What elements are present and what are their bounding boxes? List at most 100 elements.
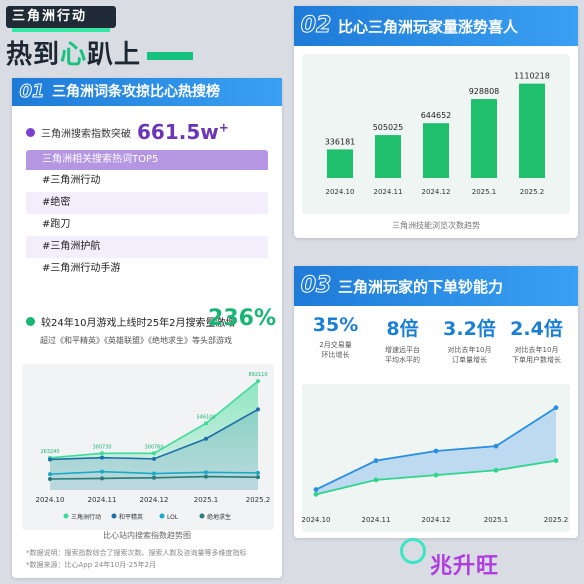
metric-desc: 对比去年10月 订单量增长 (447, 346, 492, 364)
section-2-panel: 02 比心三角洲玩家量涨势喜人 336181 2024.10 505025 2024.1… (294, 6, 578, 238)
brand-tag: 三角洲行动 (6, 6, 116, 32)
data-point (553, 458, 559, 464)
section-1-number: 01 (19, 81, 45, 103)
views-chart-caption: 三角洲技能浏览次数趋势 (392, 221, 480, 230)
data-point (373, 477, 379, 483)
x-tick-label: 2024.11 (374, 188, 403, 196)
data-point (48, 472, 52, 477)
section-3-panel: 03 三角洲玩家的下单钞能力 35% 2月交易量 环比增长 8倍 增速远平台 平均水平… (294, 266, 578, 538)
legend-label: 和平精英 (119, 513, 143, 521)
metric-card: 8倍 增速远平台 平均水平的 (369, 314, 436, 376)
data-point (48, 477, 52, 482)
x-tick-label: 2025.1 (484, 516, 509, 524)
bar-value-label: 928808 (469, 87, 500, 96)
data-point (553, 405, 559, 411)
x-tick-label: 2024.10 (302, 516, 330, 524)
data-point (433, 448, 439, 454)
bar (375, 135, 401, 178)
data-point (373, 458, 379, 464)
watermark-logo (400, 538, 426, 564)
title-accent: 心 (60, 40, 88, 70)
data-point (493, 443, 499, 449)
metric-desc: 对比去年10月 下单用户数增长 (512, 346, 561, 364)
data-label: 300730 (92, 444, 111, 450)
bar-value-label: 336181 (325, 137, 356, 146)
data-point (100, 476, 104, 481)
data-point (204, 421, 208, 426)
section-1-header: 01 三角洲词条攻掠比心热搜榜 (12, 78, 282, 106)
stat-sup: + (218, 120, 229, 135)
footnote-1: *数据说明：搜索指数综合了搜索次数、搜索人数及咨询量等多维度指标 (26, 549, 247, 557)
title-bar (147, 51, 194, 60)
title-pre: 热到 (6, 40, 61, 70)
orders-svg: 2024.10 2024.11 2024.12 2025.1 2025.2 (302, 405, 569, 524)
metric-card: 35% 2月交易量 环比增长 (302, 314, 369, 376)
legend-marker (159, 513, 165, 519)
bar (423, 123, 449, 178)
growth-percent: 236% (208, 306, 276, 331)
section-2-title: 比心三角洲玩家量涨势喜人 (338, 18, 519, 36)
metric-value: 8倍 (386, 318, 419, 340)
views-chart: 336181 2024.10 505025 2024.11 644652 2024.12 9… (302, 54, 570, 214)
x-tick-label: 2024.12 (422, 516, 451, 524)
data-point (433, 472, 439, 478)
metric-value: 35% (312, 314, 359, 336)
metric-desc: 2月交易量 环比增长 (319, 341, 352, 359)
stat-label: 三角洲搜索指数突破 (41, 128, 131, 140)
hot-word-item: #三角洲护航 (26, 236, 268, 258)
metric-value: 3.2倍 (443, 318, 496, 340)
hot-words-box: 三角洲相关搜索热词TOP5 #三角洲行动 #绝密 #跑刀 #三角洲护航 #三角洲… (26, 150, 268, 280)
data-label: 892110 (248, 372, 267, 378)
x-tick-label: 2025.2 (544, 516, 569, 524)
data-point (493, 467, 499, 473)
data-label: 263240 (40, 449, 59, 455)
metric-card: 3.2倍 对比去年10月 订单量增长 (436, 314, 503, 376)
search-index-stat: 三角洲搜索指数突破 661.5w+ (26, 120, 229, 144)
data-point (100, 469, 104, 474)
hot-word-item: #三角洲行动手游 (26, 258, 268, 280)
metrics-row: 35% 2月交易量 环比增长 8倍 增速远平台 平均水平的 3.2倍 对比去年10月… (302, 314, 570, 376)
data-point (313, 487, 319, 492)
page-title: 热到心趴上 (6, 34, 194, 71)
section-2-number: 02 (300, 13, 332, 39)
bar (519, 83, 545, 178)
data-label: 300760 (144, 444, 163, 450)
legend-marker (63, 513, 69, 519)
search-index-chart: 263240 300730 300760 546100 892110 2024.10 202… (22, 364, 274, 530)
data-point (256, 379, 260, 384)
bar (327, 149, 353, 178)
data-point (256, 475, 260, 480)
footnote-2: *数据来源：比心App 24年10月-25年2月 (26, 561, 157, 569)
data-point (313, 491, 319, 497)
bar-value-label: 644652 (421, 111, 452, 120)
x-tick-label: 2025.2 (246, 496, 271, 504)
section-2-header: 02 比心三角洲玩家量涨势喜人 (294, 6, 578, 46)
hot-words-list: #三角洲行动 #绝密 #跑刀 #三角洲护航 #三角洲行动手游 (26, 170, 268, 280)
metric-card: 2.4倍 对比去年10月 下单用户数增长 (503, 314, 570, 376)
stat-dot (26, 127, 35, 137)
section-3-number: 03 (300, 273, 332, 299)
legend-label: LOL (167, 514, 179, 521)
x-tick-label: 2025.1 (472, 188, 497, 196)
watermark-text: 兆升旺 (430, 554, 500, 579)
legend-label: 绝地求生 (207, 513, 231, 521)
data-point (204, 470, 208, 475)
brand-underline (12, 28, 110, 32)
data-point (152, 475, 156, 480)
growth-stat: 较24年10月游戏上线时25年2月搜索量激增 236% 超过《和平精英》《英雄联… (26, 306, 276, 346)
x-tick-label: 2024.12 (140, 496, 169, 504)
data-point (100, 451, 104, 456)
metric-desc: 增速远平台 平均水平的 (385, 346, 420, 364)
orders-chart: 2024.10 2024.11 2024.12 2025.1 2025.2 (302, 384, 570, 532)
data-point (152, 456, 156, 461)
section-1-title: 三角洲词条攻掠比心热搜榜 (52, 84, 220, 100)
search-chart-caption: 比心站内搜索指数趋势图 (103, 531, 191, 540)
views-svg: 336181 2024.10 505025 2024.11 644652 2024.12 9… (325, 72, 550, 196)
data-label: 546100 (196, 414, 215, 420)
legend-marker (111, 513, 117, 519)
x-tick-label: 2025.2 (520, 188, 545, 196)
brand-tag-text: 三角洲行动 (12, 9, 88, 24)
growth-dot (26, 317, 35, 326)
hot-word-item: #三角洲行动 (26, 170, 268, 192)
data-point (152, 471, 156, 476)
